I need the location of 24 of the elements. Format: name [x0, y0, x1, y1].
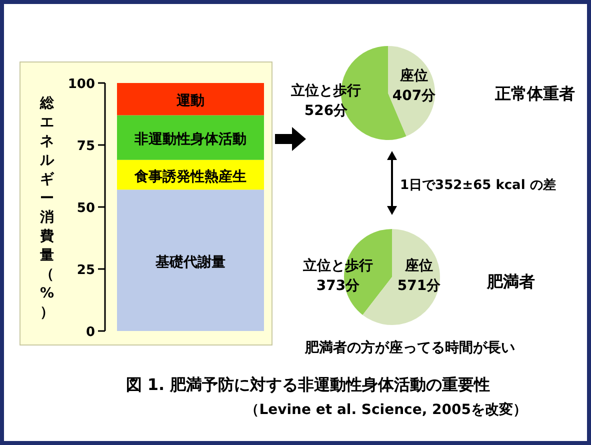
series-label: 運動 [176, 93, 204, 110]
series-label: 食事誘発性熱産生 [134, 168, 246, 185]
caption: 図 1. 肥満予防に対する非運動性身体活動の重要性 [126, 375, 490, 394]
text: 総エネルギー消費量（%） [40, 96, 54, 320]
data-label: 373分 [316, 278, 361, 294]
text: （Levine et al. Science, 2005を改変） [245, 401, 527, 418]
slice-label: 座位 [399, 67, 428, 84]
text: 肥満者 [486, 272, 535, 291]
text: 肥満者の方が座ってる時間が長い [304, 339, 515, 356]
text: 正常体重者 [494, 84, 575, 103]
slice-label: 座位 [404, 257, 433, 274]
y-tick-label: 0 [86, 325, 95, 340]
series-label: 基礎代謝量 [154, 253, 226, 270]
series-label: 非運動性身体活動 [134, 132, 246, 148]
bar [117, 83, 264, 116]
data-label: 571分 [397, 278, 442, 294]
data-label: 407分 [392, 88, 437, 104]
bar [117, 190, 264, 331]
y-tick-label: 75 [76, 139, 95, 154]
y-tick-label: 25 [76, 263, 95, 278]
text: 1日で352±65 kcal の差 [400, 178, 556, 193]
slice-label: 立位と歩行 [302, 257, 373, 274]
y-tick-label: 50 [76, 201, 95, 216]
y-tick-label: 100 [68, 77, 95, 92]
